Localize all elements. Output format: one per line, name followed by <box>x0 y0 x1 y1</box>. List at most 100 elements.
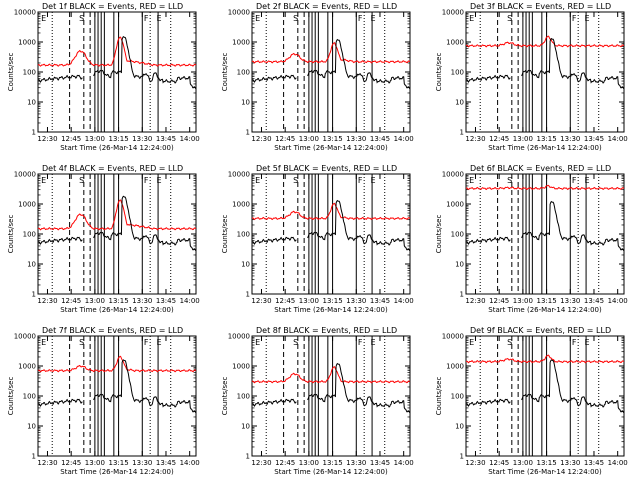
series-events-black <box>465 359 625 414</box>
chart-panel-9: Det 9f BLACK = Events, RED = LLD 1 10 100 10… <box>435 326 628 476</box>
chart-title: Det 5f BLACK = Events, RED = LLD <box>256 164 397 173</box>
y-tick-label: 100 <box>23 69 36 77</box>
marker-letter: F <box>572 176 577 185</box>
marker-letter: F <box>358 176 363 185</box>
y-tick-label: 1 <box>32 291 36 299</box>
x-tick-label: 12:45 <box>61 297 81 305</box>
chart-panel-2: Det 2f BLACK = Events, RED = LLD 1 10 100 10… <box>221 2 414 152</box>
y-tick-label: 10000 <box>228 333 250 341</box>
marker-letter: E <box>255 14 260 23</box>
x-tick-label: 13:15 <box>536 459 556 467</box>
x-tick-label: 12:45 <box>61 135 81 143</box>
marker-letter: F <box>358 338 363 347</box>
x-axis-label: Start Time (26-Mar-14 12:24:00) <box>488 144 602 152</box>
x-tick-label: 13:30 <box>560 297 580 305</box>
x-tick-label: 12:45 <box>275 459 295 467</box>
y-tick-label: 1000 <box>18 39 36 47</box>
x-tick-label: 14:00 <box>608 459 628 467</box>
x-tick-label: 13:45 <box>370 459 390 467</box>
x-axis-label: Start Time (26-Mar-14 12:24:00) <box>488 306 602 314</box>
plot-frame <box>37 11 197 133</box>
marker-letter: F <box>144 176 149 185</box>
x-tick-label: 13:15 <box>108 297 128 305</box>
x-tick-label: 14:00 <box>394 135 414 143</box>
y-tick-label: 10000 <box>228 171 250 179</box>
y-tick-label: 100 <box>23 393 36 401</box>
x-tick-label: 13:15 <box>536 297 556 305</box>
x-axis-label: Start Time (26-Mar-14 12:24:00) <box>60 306 174 314</box>
x-axis-label: Start Time (26-Mar-14 12:24:00) <box>60 468 174 476</box>
y-axis-label: Counts/sec <box>7 215 15 254</box>
marker-letter: E <box>469 176 474 185</box>
x-tick-label: 13:45 <box>370 297 390 305</box>
chart-title: Det 9f BLACK = Events, RED = LLD <box>470 326 611 335</box>
marker-letter: F <box>572 338 577 347</box>
x-tick-label: 13:00 <box>513 459 533 467</box>
x-tick-label: 13:30 <box>560 135 580 143</box>
y-tick-label: 1 <box>32 453 36 461</box>
chart-title: Det 8f BLACK = Events, RED = LLD <box>256 326 397 335</box>
x-tick-label: 13:30 <box>132 135 152 143</box>
x-tick-label: 14:00 <box>394 297 414 305</box>
x-axis-label: Start Time (26-Mar-14 12:24:00) <box>274 468 388 476</box>
series-lld-red <box>465 184 625 191</box>
series-lld-red <box>37 36 197 67</box>
marker-letter: E <box>585 14 590 23</box>
y-tick-label: 100 <box>237 393 250 401</box>
x-tick-label: 13:00 <box>85 459 105 467</box>
marker-letter: S <box>79 176 84 185</box>
chart-panel-3: Det 3f BLACK = Events, RED = LLD 1 10 100 10… <box>435 2 628 152</box>
y-tick-label: 1 <box>246 453 250 461</box>
x-tick-label: 13:30 <box>560 459 580 467</box>
series-events-black <box>251 362 411 414</box>
plot-frame <box>251 11 411 133</box>
y-tick-label: 1 <box>460 291 464 299</box>
y-axis-label: Counts/sec <box>435 53 443 92</box>
series-lld-red <box>37 355 197 373</box>
y-tick-label: 1 <box>460 129 464 137</box>
y-tick-label: 1000 <box>446 39 464 47</box>
x-tick-label: 12:30 <box>37 135 57 143</box>
y-tick-label: 100 <box>451 69 464 77</box>
x-tick-label: 13:00 <box>299 135 319 143</box>
y-tick-label: 10000 <box>442 171 464 179</box>
chart-title: Det 2f BLACK = Events, RED = LLD <box>256 2 397 11</box>
series-lld-red <box>251 42 411 64</box>
x-tick-label: 12:30 <box>465 297 485 305</box>
chart-title: Det 4f BLACK = Events, RED = LLD <box>42 164 183 173</box>
x-tick-label: 12:45 <box>489 459 509 467</box>
series-lld-red <box>251 366 411 384</box>
y-axis-label: Counts/sec <box>7 53 15 92</box>
y-tick-label: 1000 <box>18 201 36 209</box>
marker-letter: E <box>469 338 474 347</box>
x-tick-label: 13:45 <box>156 297 176 305</box>
y-tick-label: 10000 <box>14 333 36 341</box>
y-axis-label: Counts/sec <box>221 377 229 416</box>
marker-letter: S <box>507 14 512 23</box>
x-tick-label: 13:30 <box>132 297 152 305</box>
y-tick-label: 10 <box>241 99 250 107</box>
y-axis-label: Counts/sec <box>7 377 15 416</box>
marker-letter: F <box>144 14 149 23</box>
marker-letter: E <box>157 176 162 185</box>
chart-panel-6: Det 6f BLACK = Events, RED = LLD 1 10 100 10… <box>435 164 628 314</box>
y-tick-label: 1 <box>246 129 250 137</box>
marker-letter: S <box>79 338 84 347</box>
y-tick-label: 100 <box>451 393 464 401</box>
y-tick-label: 1 <box>246 291 250 299</box>
x-tick-label: 13:00 <box>299 297 319 305</box>
marker-letter: E <box>371 176 376 185</box>
y-tick-label: 10000 <box>442 333 464 341</box>
marker-letter: F <box>144 338 149 347</box>
x-tick-label: 13:45 <box>584 297 604 305</box>
marker-letter: E <box>371 14 376 23</box>
y-tick-label: 10 <box>27 99 36 107</box>
x-tick-label: 12:30 <box>251 135 271 143</box>
x-tick-label: 12:45 <box>275 297 295 305</box>
x-tick-label: 14:00 <box>180 297 200 305</box>
series-events-black <box>465 200 625 252</box>
x-tick-label: 13:00 <box>85 135 105 143</box>
x-tick-label: 12:45 <box>61 459 81 467</box>
x-tick-label: 14:00 <box>608 135 628 143</box>
chart-panel-1: Det 1f BLACK = Events, RED = LLD 1 10 100 10… <box>7 2 200 152</box>
